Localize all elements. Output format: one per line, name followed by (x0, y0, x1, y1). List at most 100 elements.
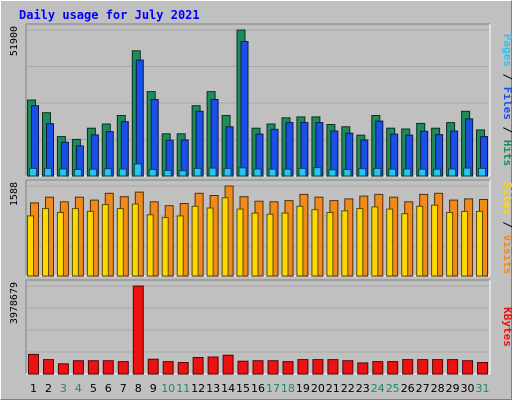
bar-kbytes-4 (72, 360, 84, 375)
x-tick-label-22: 22 (341, 382, 355, 395)
x-tick-label-23: 23 (356, 382, 370, 395)
bar-sites-24 (371, 206, 379, 277)
bar-files-8 (135, 59, 144, 177)
bar-kbytes-2 (43, 359, 54, 375)
x-tick-label-3: 3 (60, 382, 67, 395)
bar-pages-5 (88, 168, 97, 177)
x-tick-label-28: 28 (431, 382, 445, 395)
bar-pages-22 (343, 169, 352, 177)
bar-sites-12 (191, 205, 199, 277)
bar-sites-19 (296, 205, 304, 277)
x-tick-label-5: 5 (90, 382, 97, 395)
legend-kbytes: KBytes (501, 307, 512, 347)
bar-kbytes-18 (282, 361, 294, 375)
x-tick-label-13: 13 (206, 382, 220, 395)
bar-pages-18 (283, 168, 292, 177)
bar-sites-2 (42, 208, 49, 277)
y-max-label: 51900 (9, 26, 20, 56)
bar-sites-31 (476, 210, 483, 277)
bar-pages-20 (313, 167, 322, 177)
x-tick-label-19: 19 (296, 382, 310, 395)
x-tick-label-18: 18 (281, 382, 295, 395)
bar-sites-23 (356, 208, 364, 277)
bar-files-7 (120, 121, 129, 177)
bar-kbytes-22 (342, 360, 354, 375)
bar-pages-7 (118, 168, 127, 177)
bar-kbytes-10 (162, 361, 174, 375)
x-tick-label-31: 31 (476, 382, 490, 395)
bar-pages-12 (193, 167, 202, 177)
bar-files-30 (465, 118, 474, 177)
legend-separator: / (501, 215, 512, 235)
bar-kbytes-24 (372, 361, 384, 375)
bar-kbytes-1 (28, 353, 39, 375)
x-tick-label-4: 4 (75, 382, 82, 395)
bar-pages-8 (133, 163, 142, 177)
bar-sites-8 (131, 203, 139, 277)
bar-kbytes-27 (417, 359, 429, 375)
x-tick-label-14: 14 (221, 382, 235, 395)
bar-pages-14 (223, 167, 232, 177)
bar-files-13 (210, 99, 219, 177)
bar-sites-28 (431, 204, 439, 277)
bar-pages-30 (463, 167, 472, 177)
bar-pages-11 (178, 170, 187, 177)
bar-pages-10 (163, 169, 172, 177)
bar-files-12 (195, 110, 204, 177)
bar-sites-26 (401, 213, 409, 277)
x-tick-label-25: 25 (386, 382, 400, 395)
bar-sites-14 (221, 197, 229, 277)
x-tick-label-24: 24 (371, 382, 385, 395)
bar-kbytes-25 (387, 361, 399, 375)
chart-title: Daily usage for July 2021 (19, 8, 200, 22)
bar-pages-19 (298, 167, 307, 177)
x-tick-label-9: 9 (150, 382, 157, 395)
bar-pages-9 (148, 169, 157, 177)
x-tick-label-6: 6 (105, 382, 112, 395)
bar-sites-1 (27, 215, 34, 277)
x-tick-label-20: 20 (311, 382, 325, 395)
bar-pages-3 (58, 168, 67, 177)
bar-kbytes-15 (237, 360, 249, 375)
bar-sites-11 (176, 215, 184, 277)
x-tick-label-2: 2 (45, 382, 52, 395)
bar-kbytes-11 (177, 362, 189, 375)
bar-pages-2 (44, 167, 52, 177)
bar-kbytes-7 (117, 361, 129, 375)
x-tick-label-27: 27 (416, 382, 430, 395)
bar-sites-25 (386, 208, 394, 277)
bar-sites-30 (461, 210, 469, 277)
bar-sites-13 (206, 207, 214, 277)
bar-pages-31 (478, 167, 486, 177)
bar-pages-25 (388, 168, 397, 177)
x-tick-label-15: 15 (236, 382, 250, 395)
bar-kbytes-5 (87, 360, 99, 375)
x-tick-label-21: 21 (326, 382, 340, 395)
bar-kbytes-17 (267, 360, 279, 375)
legend-hits: Hits (501, 140, 512, 167)
bar-pages-4 (73, 169, 82, 177)
bar-pages-15 (238, 167, 247, 177)
x-tick-label-10: 10 (161, 382, 175, 395)
bar-pages-6 (103, 168, 112, 177)
bar-sites-27 (416, 205, 424, 277)
bar-kbytes-13 (207, 356, 219, 375)
legend-separator: / (501, 120, 512, 140)
x-tick-label-11: 11 (176, 382, 190, 395)
legend-hits-files-pages: Pages / Files / Hits (501, 34, 512, 167)
y-max-label: 3978679 (9, 282, 20, 324)
bar-sites-20 (311, 209, 319, 277)
bar-files-15 (240, 41, 249, 177)
bar-pages-13 (208, 167, 217, 177)
x-tick-label-17: 17 (266, 382, 280, 395)
bar-kbytes-31 (477, 362, 488, 375)
bar-sites-9 (146, 214, 154, 277)
bar-files-21 (330, 130, 339, 177)
bar-sites-10 (161, 217, 169, 277)
x-tick-label-29: 29 (446, 382, 460, 395)
x-tick-label-8: 8 (135, 382, 142, 395)
bar-sites-16 (251, 212, 259, 277)
legend-pages: Pages (501, 34, 512, 67)
bar-files-9 (150, 99, 159, 177)
